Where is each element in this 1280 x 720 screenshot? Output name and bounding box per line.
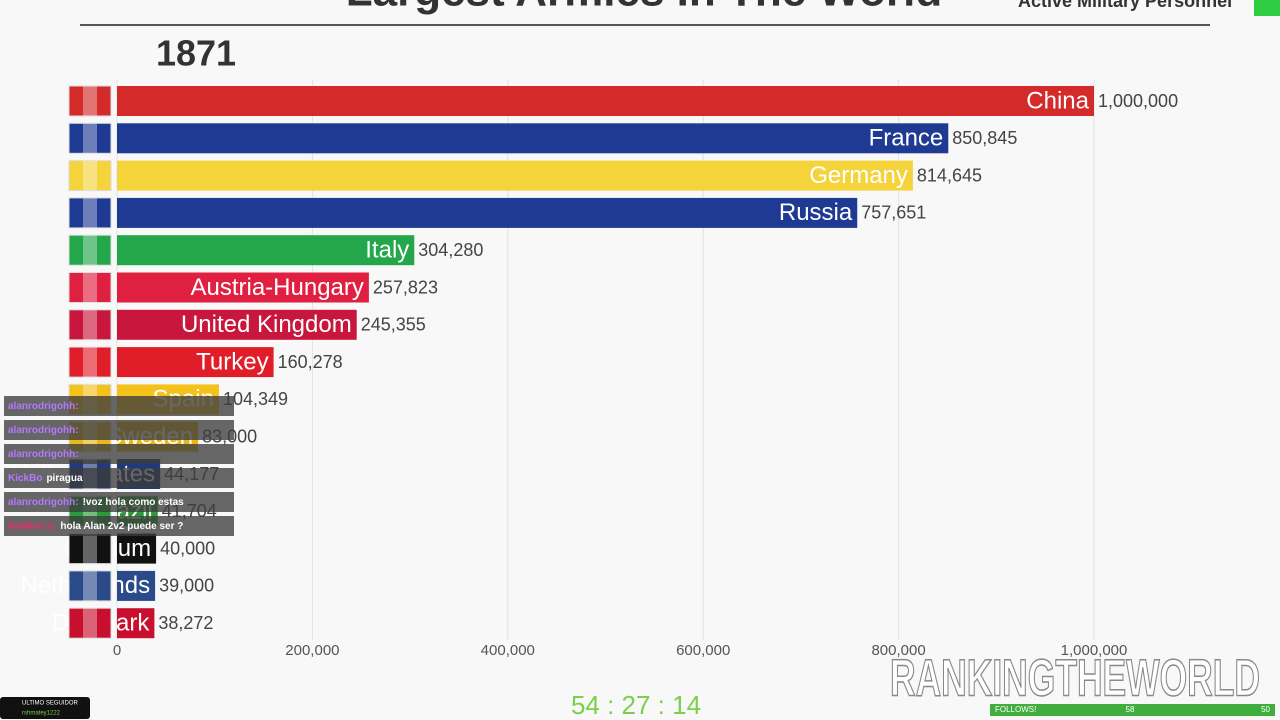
chat-row xyxy=(4,444,234,464)
flag-stripe xyxy=(83,86,97,116)
bar-label: Italy xyxy=(365,237,409,264)
value-label: 814,645 xyxy=(917,165,982,185)
chart-subtitle: Active Military Personnel xyxy=(1018,0,1232,11)
flag-stripe xyxy=(83,160,97,191)
bar-label: France xyxy=(869,125,944,152)
follows-goal: 50 xyxy=(1261,705,1270,714)
bar-label: China xyxy=(1026,87,1089,114)
value-label: 40,000 xyxy=(160,538,215,558)
bar xyxy=(117,533,157,564)
chat-message: alanrodrigohh: xyxy=(8,425,79,436)
bar xyxy=(117,570,156,601)
x-tick-label: 400,000 xyxy=(481,642,535,659)
bar xyxy=(117,197,858,228)
chat-user: alanrodrigohh: xyxy=(8,425,79,436)
bar-label: Turkey xyxy=(196,348,268,375)
flag-stripe xyxy=(83,235,97,266)
chat-text: hola Alan 2v2 puede ser ? xyxy=(60,521,183,532)
x-tick-label: 1,000,000 xyxy=(1061,642,1128,659)
chat-row xyxy=(4,516,234,536)
chat-user: KickBo xyxy=(8,473,42,484)
chat-message: NolMercy: hola Alan 2v2 puede ser ? xyxy=(8,521,183,532)
last-follower-name: rshmatey1222 xyxy=(22,711,61,717)
bar xyxy=(117,272,369,303)
bar xyxy=(117,608,155,639)
flag xyxy=(68,160,112,192)
chat-message: alanrodrigohh: xyxy=(8,401,79,412)
chat-row xyxy=(4,396,234,416)
flag xyxy=(68,309,112,341)
value-label: 104,349 xyxy=(223,389,288,409)
value-label: 245,355 xyxy=(361,315,426,335)
flag-stripe xyxy=(83,533,97,564)
chat-row xyxy=(4,492,234,512)
bar xyxy=(117,160,913,191)
chat-user: NolMercy: xyxy=(8,521,56,532)
follows-current: 58 xyxy=(1126,705,1135,714)
flag-stripe xyxy=(83,570,97,601)
flag xyxy=(68,85,112,117)
value-label: 257,823 xyxy=(373,277,438,297)
flag-stripe xyxy=(83,608,97,639)
x-tick-label: 200,000 xyxy=(285,642,339,659)
chat-text: piragua xyxy=(46,473,83,484)
chat-user: alanrodrigohh: xyxy=(8,497,79,508)
flag-stripe xyxy=(83,309,97,340)
flag xyxy=(68,533,112,565)
bar-label: Austria-Hungary xyxy=(190,274,363,301)
last-follower-box xyxy=(0,697,90,719)
chat-message: alanrodrigohh: xyxy=(8,449,79,460)
flag xyxy=(68,346,112,378)
last-follower-label: ULTIMO SEGUIDOR xyxy=(22,701,79,707)
flag xyxy=(68,607,112,639)
bar xyxy=(117,235,415,266)
chat-row xyxy=(4,468,234,488)
bar xyxy=(117,347,274,378)
flag xyxy=(68,197,112,229)
chat-user: alanrodrigohh: xyxy=(8,449,79,460)
chat-message: KickBo piragua xyxy=(8,473,83,484)
x-tick-label: 600,000 xyxy=(676,642,730,659)
flag-stripe xyxy=(83,347,97,378)
bar-label: Germany xyxy=(809,162,908,189)
bar xyxy=(117,309,357,340)
chat-user: alanrodrigohh: xyxy=(8,401,79,412)
flag xyxy=(68,272,112,303)
x-tick-label: 800,000 xyxy=(871,642,925,659)
bar-label: Russia xyxy=(779,199,853,226)
value-label: 850,845 xyxy=(952,128,1017,148)
channel-logo xyxy=(1254,0,1280,16)
flag xyxy=(68,570,112,602)
chat-row xyxy=(4,420,234,440)
value-label: 1,000,000 xyxy=(1098,91,1178,111)
year-label: 1871 xyxy=(156,33,236,74)
follows-progress xyxy=(990,704,1275,716)
flag-stripe xyxy=(83,197,97,228)
flag-stripe xyxy=(83,272,97,303)
watermark: RANKINGTHEWORLD xyxy=(890,650,1260,708)
flag xyxy=(68,122,112,154)
value-label: 160,278 xyxy=(278,352,343,372)
chart-title: Largest Armies In The World xyxy=(346,0,943,16)
value-label: 757,651 xyxy=(861,203,926,223)
chat-message: alanrodrigohh: !voz hola como estas xyxy=(8,497,184,508)
bar-label: United Kingdom xyxy=(181,311,352,338)
follows-label: FOLLOWS! xyxy=(995,705,1036,714)
chat-text: !voz hola como estas xyxy=(83,497,185,508)
timer: 54 : 27 : 14 xyxy=(571,690,701,720)
bar xyxy=(117,86,1094,116)
value-label: 39,000 xyxy=(159,576,214,596)
value-label: 304,280 xyxy=(418,240,483,260)
x-tick-label: 0 xyxy=(113,642,121,659)
flag xyxy=(68,234,112,266)
bar xyxy=(117,123,949,154)
flag-stripe xyxy=(83,123,97,154)
value-label: 38,272 xyxy=(158,613,213,633)
